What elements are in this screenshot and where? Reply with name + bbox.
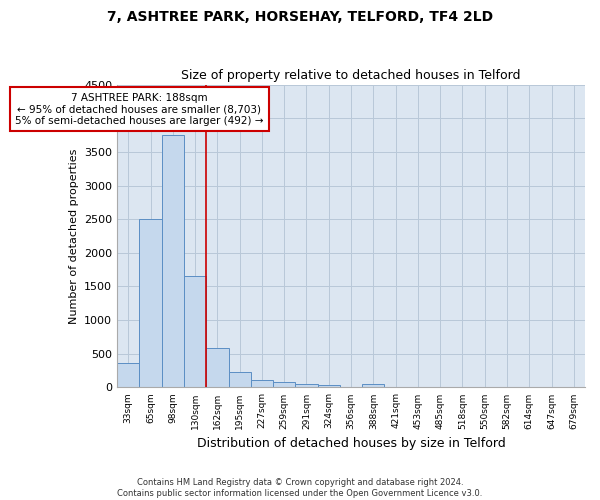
Bar — [273, 382, 295, 388]
X-axis label: Distribution of detached houses by size in Telford: Distribution of detached houses by size … — [197, 437, 505, 450]
Bar — [251, 380, 273, 388]
Title: Size of property relative to detached houses in Telford: Size of property relative to detached ho… — [181, 69, 521, 82]
Bar — [184, 276, 206, 388]
Bar — [362, 384, 385, 388]
Bar — [206, 348, 229, 388]
Text: 7, ASHTREE PARK, HORSEHAY, TELFORD, TF4 2LD: 7, ASHTREE PARK, HORSEHAY, TELFORD, TF4 … — [107, 10, 493, 24]
Bar — [139, 219, 161, 388]
Bar — [295, 384, 317, 388]
Bar — [117, 362, 139, 388]
Text: Contains HM Land Registry data © Crown copyright and database right 2024.
Contai: Contains HM Land Registry data © Crown c… — [118, 478, 482, 498]
Bar — [229, 372, 251, 388]
Text: 7 ASHTREE PARK: 188sqm
← 95% of detached houses are smaller (8,703)
5% of semi-d: 7 ASHTREE PARK: 188sqm ← 95% of detached… — [15, 92, 263, 126]
Bar — [161, 135, 184, 388]
Bar — [317, 385, 340, 388]
Y-axis label: Number of detached properties: Number of detached properties — [68, 148, 79, 324]
